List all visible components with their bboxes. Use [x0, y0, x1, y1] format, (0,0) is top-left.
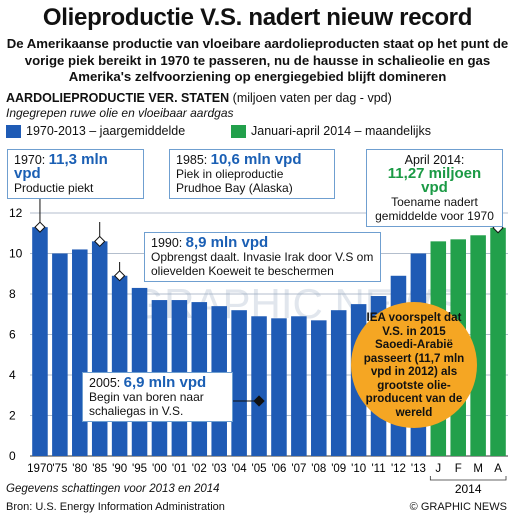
chart-subheading: Ingegrepen ruwe olie en vloeibaar aardga…: [6, 106, 234, 120]
x-tick-label-12: '06: [271, 463, 286, 475]
callout-1990-value: 8,9 mln vpd: [185, 234, 269, 251]
chart-heading-unit: (miljoen vaten per dag - vpd): [232, 91, 392, 105]
callout-2014: April 2014: 11,27 miljoen vpd Toename na…: [366, 149, 503, 227]
x-tick-label-13: '07: [291, 463, 306, 475]
bar-monthly-22: [470, 235, 486, 456]
x-tick-label-0: 1970: [27, 463, 53, 475]
x-tick-label-4: '90: [112, 463, 127, 475]
bar-annual-0: [32, 227, 48, 456]
x-tick-label-21: F: [455, 463, 462, 475]
y-tick-label-12: 12: [9, 206, 23, 220]
y-tick-label-2: 2: [9, 409, 16, 423]
callout-2005-year: 2005:: [89, 376, 121, 390]
legend-label-monthly: Januari-april 2014 – maandelijks: [251, 124, 431, 138]
callout-1985-year: 1985:: [176, 153, 208, 167]
footnote: Gegevens schattingen voor 2013 en 2014: [6, 483, 220, 495]
callout-1985-text: Piek in olieproductie Prudhoe Bay (Alask…: [176, 167, 293, 195]
callout-1990: 1990: 8,9 mln vpd Opbrengst daalt. Invas…: [144, 232, 381, 282]
bar-annual-11: [251, 316, 267, 456]
chart-heading: AARDOLIEPRODUCTIE VER. STATEN (miljoen v…: [6, 91, 392, 105]
leader-2005-marker: [253, 395, 265, 407]
callout-2005-value: 6,9 mln vpd: [123, 374, 207, 391]
x-tick-label-23: A: [494, 463, 502, 475]
bar-annual-13: [291, 316, 307, 456]
y-tick-label-10: 10: [9, 247, 23, 261]
legend-item-monthly: Januari-april 2014 – maandelijks: [231, 124, 431, 138]
callout-1970-text: Productie piekt: [14, 181, 94, 195]
iea-forecast-badge: IEA voorspelt dat V.S. in 2015 Saoedi-Ar…: [351, 302, 477, 428]
x-tick-label-20: J: [435, 463, 441, 475]
x-tick-label-1: '75: [52, 463, 67, 475]
legend-swatch-blue: [6, 124, 21, 138]
callout-2014-text: Toename nadert gemiddelde voor 1970: [375, 195, 494, 223]
x-tick-label-17: '11: [371, 463, 385, 475]
x-tick-label-22: M: [473, 463, 483, 475]
callout-2014-year: April 2014:: [404, 153, 465, 167]
leader-1985-marker: [94, 235, 106, 248]
x-tick-label-7: '01: [172, 463, 187, 475]
credit: © GRAPHIC NEWS: [409, 501, 507, 513]
iea-forecast-text: IEA voorspelt dat V.S. in 2015 Saoedi-Ar…: [363, 311, 465, 419]
bar-monthly-23: [490, 227, 506, 456]
bar-annual-15: [330, 310, 347, 456]
x-tick-label-18: '12: [391, 463, 406, 475]
callout-1970-value: 11,3 mln vpd: [14, 151, 108, 182]
x-tick-label-8: '02: [192, 463, 207, 475]
callout-1985-value: 10,6 mln vpd: [210, 151, 302, 168]
x-tick-label-10: '04: [232, 463, 248, 475]
y-tick-label-0: 0: [9, 449, 16, 463]
y-tick-label-6: 6: [9, 328, 16, 342]
chart-heading-bold: AARDOLIEPRODUCTIE VER. STATEN: [6, 91, 230, 105]
x-tick-label-15: '09: [331, 463, 346, 475]
x-tick-label-19: '13: [411, 463, 426, 475]
x-tick-label-16: '10: [351, 463, 366, 475]
bar-annual-1: [52, 253, 68, 456]
leader-1990-marker: [113, 270, 126, 282]
bar-annual-12: [271, 318, 287, 456]
x-tick-label-11: '05: [252, 463, 267, 475]
legend-item-annual: 1970-2013 – jaargemiddelde: [6, 124, 185, 138]
x-tick-label-2: '80: [72, 463, 87, 475]
bar-annual-4: [111, 275, 128, 456]
x-group-bracket: [429, 476, 507, 481]
bar-annual-14: [311, 320, 327, 456]
callout-2005: 2005: 6,9 mln vpd Begin van boren naar s…: [82, 372, 233, 422]
y-tick-label-8: 8: [9, 287, 16, 301]
x-tick-label-14: '08: [311, 463, 326, 475]
callout-1970-year: 1970:: [14, 153, 46, 167]
x-tick-label-3: '85: [92, 463, 107, 475]
leader-1970-marker: [34, 221, 46, 233]
legend-swatch-green: [231, 124, 246, 138]
x-tick-label-5: '95: [132, 463, 147, 475]
bar-annual-3: [91, 241, 108, 456]
callout-1990-year: 1990:: [151, 236, 183, 250]
subtitle: De Amerikaanse productie van vloeibare a…: [6, 36, 509, 84]
bar-annual-10: [231, 310, 247, 456]
callout-1970: 1970: 11,3 mln vpd Productie piekt: [7, 149, 144, 199]
x-tick-label-9: '03: [212, 463, 227, 475]
callout-1990-text: Opbrengst daalt. Invasie Irak door V.S o…: [151, 250, 374, 278]
callout-2005-text: Begin van boren naar schaliegas in V.S.: [89, 390, 204, 418]
bar-annual-2: [72, 249, 88, 456]
x-group-label: 2014: [455, 482, 482, 496]
source: Bron: U.S. Energy Information Administra…: [6, 501, 225, 513]
x-tick-label-6: '00: [152, 463, 167, 475]
y-tick-label-4: 4: [9, 368, 16, 382]
page-title: Olieproductie V.S. nadert nieuw record: [42, 4, 473, 31]
legend-label-annual: 1970-2013 – jaargemiddelde: [26, 124, 186, 138]
callout-2014-value: 11,27 miljoen vpd: [387, 165, 482, 196]
callout-1985: 1985: 10,6 mln vpd Piek in olieproductie…: [169, 149, 335, 199]
